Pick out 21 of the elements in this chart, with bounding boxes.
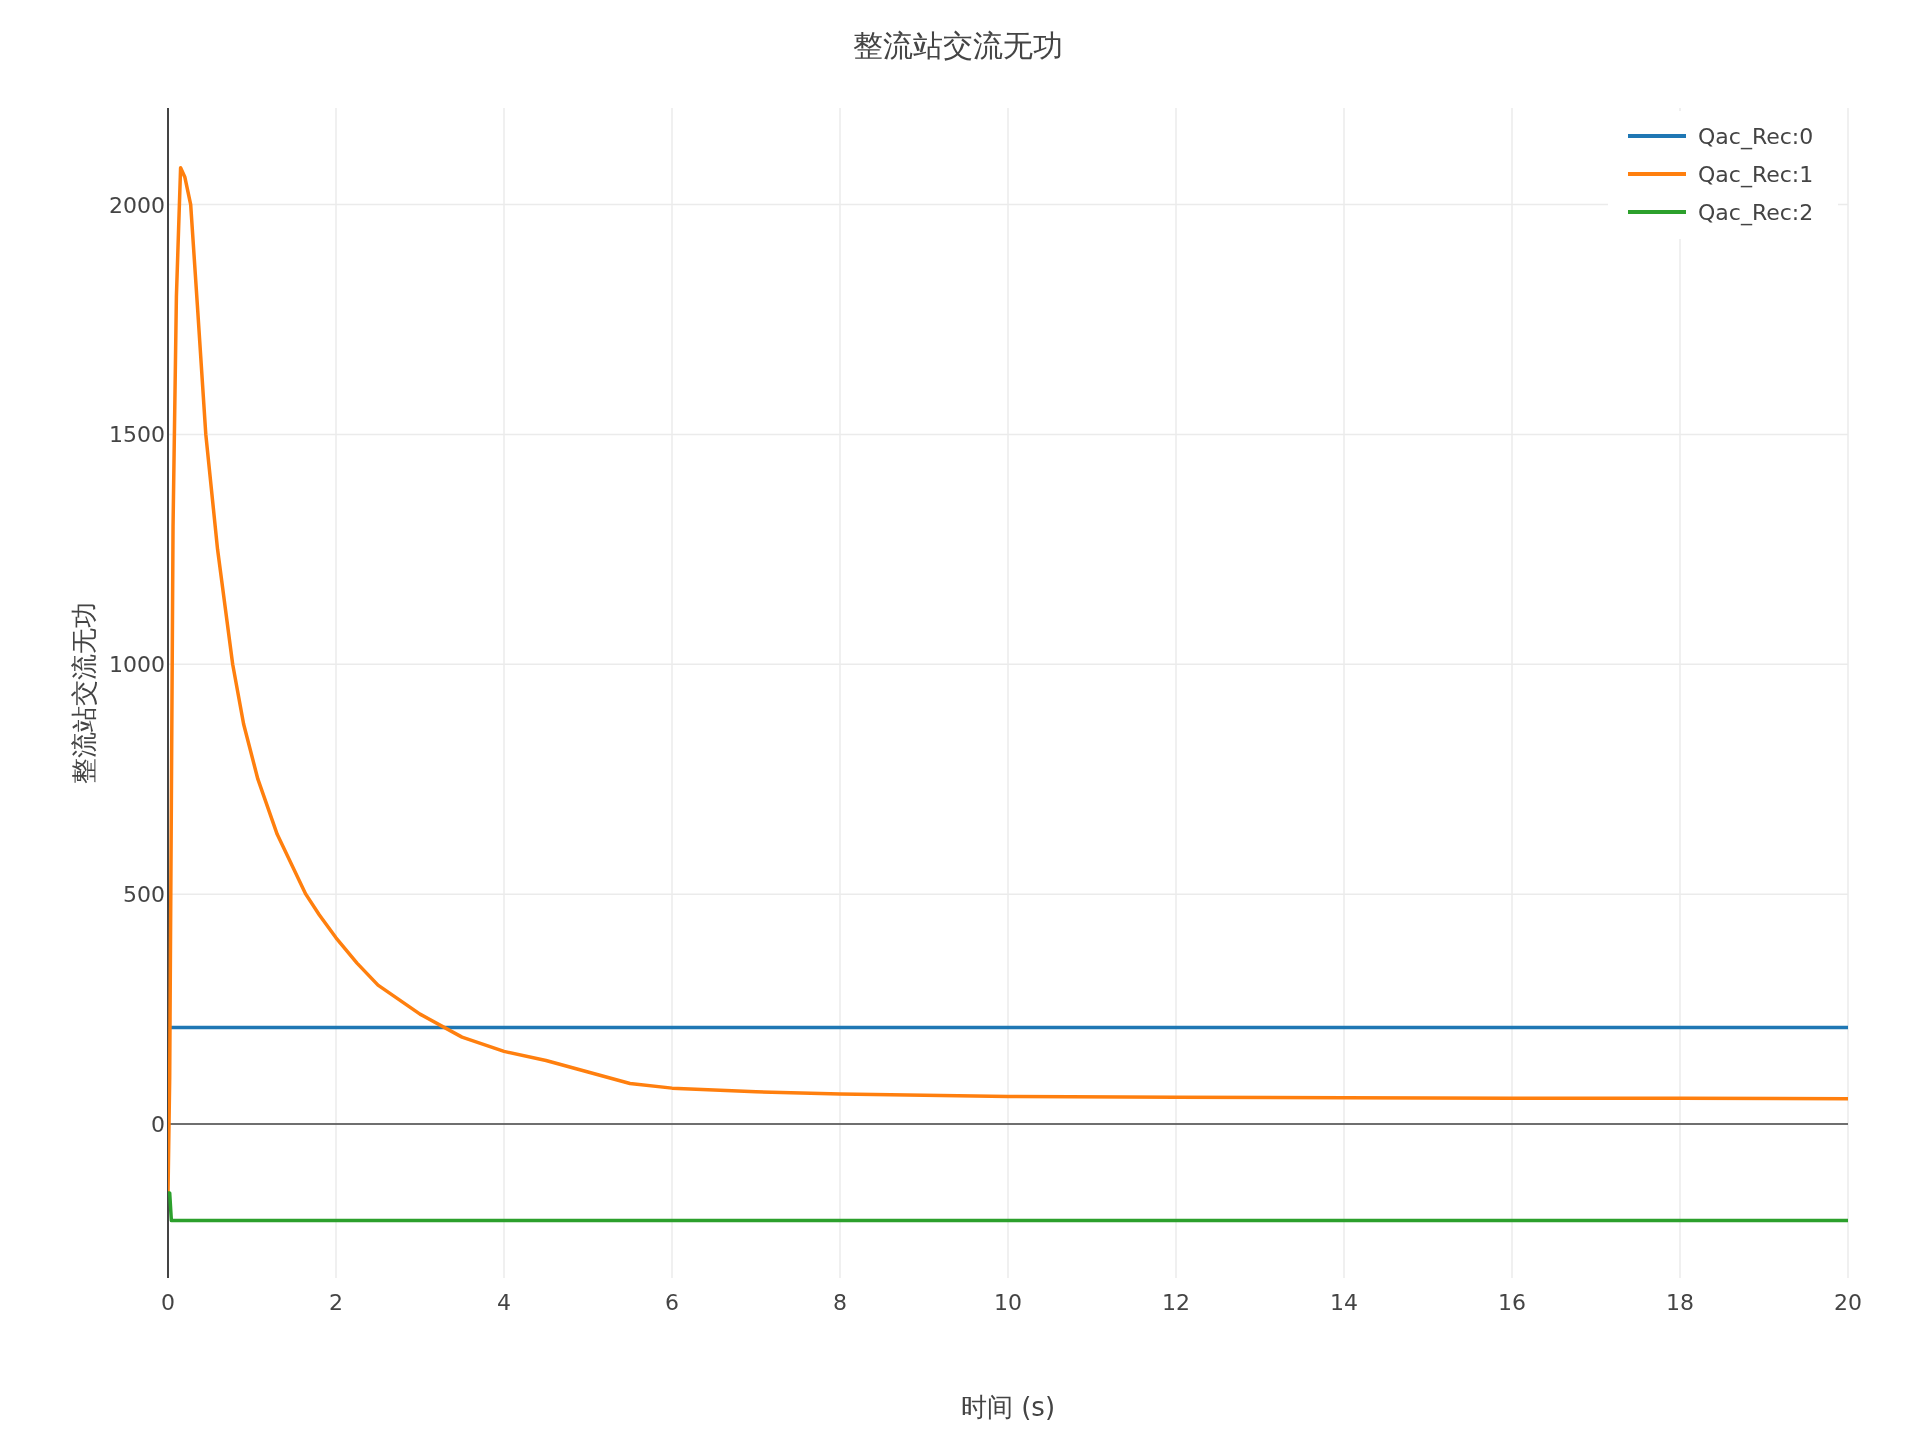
x-tick-label: 2 bbox=[329, 1290, 343, 1315]
x-tick-label: 4 bbox=[497, 1290, 511, 1315]
y-tick-label: 500 bbox=[123, 882, 165, 908]
x-tick-label: 18 bbox=[1666, 1290, 1694, 1315]
chart-title: 整流站交流无功 bbox=[853, 28, 1063, 63]
x-tick-label: 8 bbox=[833, 1290, 847, 1315]
x-tick-label: 16 bbox=[1498, 1290, 1526, 1315]
y-axis-title: 整流站交流无功 bbox=[69, 602, 99, 784]
x-tick-label: 20 bbox=[1834, 1290, 1862, 1315]
x-tick-label: 12 bbox=[1162, 1290, 1190, 1315]
x-tick-label: 14 bbox=[1330, 1290, 1358, 1315]
legend-label: Qac_Rec:1 bbox=[1698, 162, 1814, 188]
x-tick-label: 6 bbox=[665, 1290, 679, 1315]
legend-label: Qac_Rec:0 bbox=[1698, 124, 1814, 150]
y-tick-label: 1500 bbox=[109, 422, 165, 448]
legend-label: Qac_Rec:2 bbox=[1698, 200, 1814, 226]
y-tick-label: 0 bbox=[151, 1111, 165, 1137]
x-axis-title: 时间 (s) bbox=[960, 1392, 1056, 1422]
x-tick-label: 10 bbox=[994, 1290, 1022, 1315]
y-tick-label: 2000 bbox=[109, 192, 165, 218]
y-tick-label: 1000 bbox=[109, 652, 165, 678]
